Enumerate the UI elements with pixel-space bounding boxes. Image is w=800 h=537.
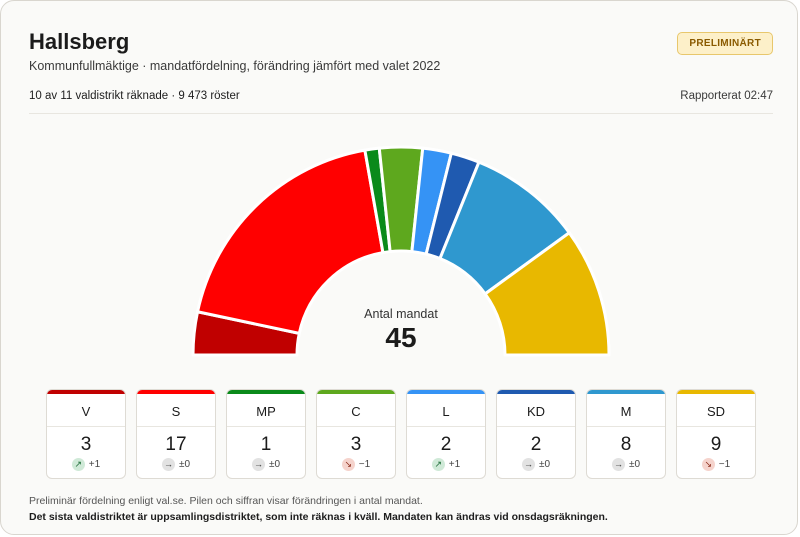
counted-districts-text: 10 av 11 valdistrikt räknade · 9 473 rös… bbox=[29, 90, 240, 102]
hemicycle-segment-s bbox=[196, 148, 385, 335]
party-seat-count: 2 bbox=[530, 434, 542, 455]
seat-change-value: +1 bbox=[88, 459, 101, 470]
page-title: Hallsberg bbox=[29, 29, 130, 54]
arrow-right-icon: → bbox=[251, 458, 265, 471]
party-color-bar bbox=[407, 390, 485, 394]
seat-change: → ±0 bbox=[497, 458, 575, 471]
party-tile-v: V 3 ↗ +1 bbox=[46, 389, 126, 479]
seat-change-value: ±0 bbox=[268, 459, 281, 470]
seat-hemicycle-chart bbox=[191, 145, 611, 357]
party-tile-mp: MP 1 → ±0 bbox=[226, 389, 306, 479]
seat-change: ↘ −1 bbox=[317, 458, 395, 471]
party-seat-count: 8 bbox=[620, 434, 632, 455]
seat-change: → ±0 bbox=[227, 458, 305, 471]
party-seat-count: 9 bbox=[710, 434, 722, 455]
party-name: SD bbox=[706, 404, 726, 419]
party-seat-count: 1 bbox=[260, 434, 272, 455]
arrow-down-right-icon: ↘ bbox=[341, 458, 355, 471]
total-seats-value: 45 bbox=[385, 322, 417, 353]
party-color-bar bbox=[227, 390, 305, 394]
hemicycle-segment-sd bbox=[483, 231, 611, 357]
seat-change-value: ±0 bbox=[178, 459, 191, 470]
party-name: M bbox=[620, 404, 632, 419]
seat-change: → ±0 bbox=[137, 458, 215, 471]
seat-change: ↗ +1 bbox=[407, 458, 485, 471]
arrow-right-icon: → bbox=[521, 458, 535, 471]
party-name: C bbox=[351, 404, 361, 419]
footer-warning: Det sista valdistriktet är uppsamlingsdi… bbox=[29, 511, 608, 523]
party-tile-kd: KD 2 → ±0 bbox=[496, 389, 576, 479]
seat-change: ↘ −1 bbox=[677, 458, 755, 471]
tile-divider bbox=[497, 426, 575, 427]
party-color-bar bbox=[137, 390, 215, 394]
seat-change-value: ±0 bbox=[628, 459, 641, 470]
seat-change: ↗ +1 bbox=[47, 458, 125, 471]
tile-divider bbox=[317, 426, 395, 427]
party-name: KD bbox=[526, 404, 546, 419]
party-name: MP bbox=[256, 404, 276, 419]
party-seat-count: 3 bbox=[350, 434, 362, 455]
footer-note: Preliminär fördelning enligt val.se. Pil… bbox=[29, 495, 423, 507]
seat-change-value: +1 bbox=[448, 459, 461, 470]
tile-divider bbox=[227, 426, 305, 427]
party-tile-s: S 17 → ±0 bbox=[136, 389, 216, 479]
party-name: L bbox=[442, 404, 450, 419]
seat-change-value: −1 bbox=[358, 459, 371, 470]
preliminary-badge: PRELIMINÄRT bbox=[677, 32, 773, 55]
tile-divider bbox=[47, 426, 125, 427]
arrow-right-icon: → bbox=[161, 458, 175, 471]
arrow-right-icon: → bbox=[611, 458, 625, 471]
party-tile-m: M 8 → ±0 bbox=[586, 389, 666, 479]
total-seats-label: Antal mandat bbox=[364, 307, 438, 321]
party-tile-l: L 2 ↗ +1 bbox=[406, 389, 486, 479]
party-color-bar bbox=[47, 390, 125, 394]
party-name: S bbox=[171, 404, 181, 419]
party-color-bar bbox=[677, 390, 755, 394]
party-color-bar bbox=[317, 390, 395, 394]
seat-change-value: −1 bbox=[718, 459, 731, 470]
party-name: V bbox=[81, 404, 91, 419]
party-tile-c: C 3 ↘ −1 bbox=[316, 389, 396, 479]
seat-change: → ±0 bbox=[587, 458, 665, 471]
page-subtitle: Kommunfullmäktige · mandatfördelning, fö… bbox=[29, 59, 441, 73]
tile-divider bbox=[677, 426, 755, 427]
party-seat-count: 17 bbox=[165, 434, 187, 455]
party-color-bar bbox=[587, 390, 665, 394]
party-seat-count: 2 bbox=[440, 434, 452, 455]
header-divider bbox=[29, 113, 773, 114]
arrow-up-right-icon: ↗ bbox=[431, 458, 445, 471]
party-color-bar bbox=[497, 390, 575, 394]
reported-time-text: Rapporterat 02:47 bbox=[680, 90, 773, 102]
tile-divider bbox=[587, 426, 665, 427]
tile-divider bbox=[407, 426, 485, 427]
arrow-up-right-icon: ↗ bbox=[71, 458, 85, 471]
tile-divider bbox=[137, 426, 215, 427]
party-tile-sd: SD 9 ↘ −1 bbox=[676, 389, 756, 479]
party-seat-count: 3 bbox=[80, 434, 92, 455]
seat-change-value: ±0 bbox=[538, 459, 551, 470]
arrow-down-right-icon: ↘ bbox=[701, 458, 715, 471]
